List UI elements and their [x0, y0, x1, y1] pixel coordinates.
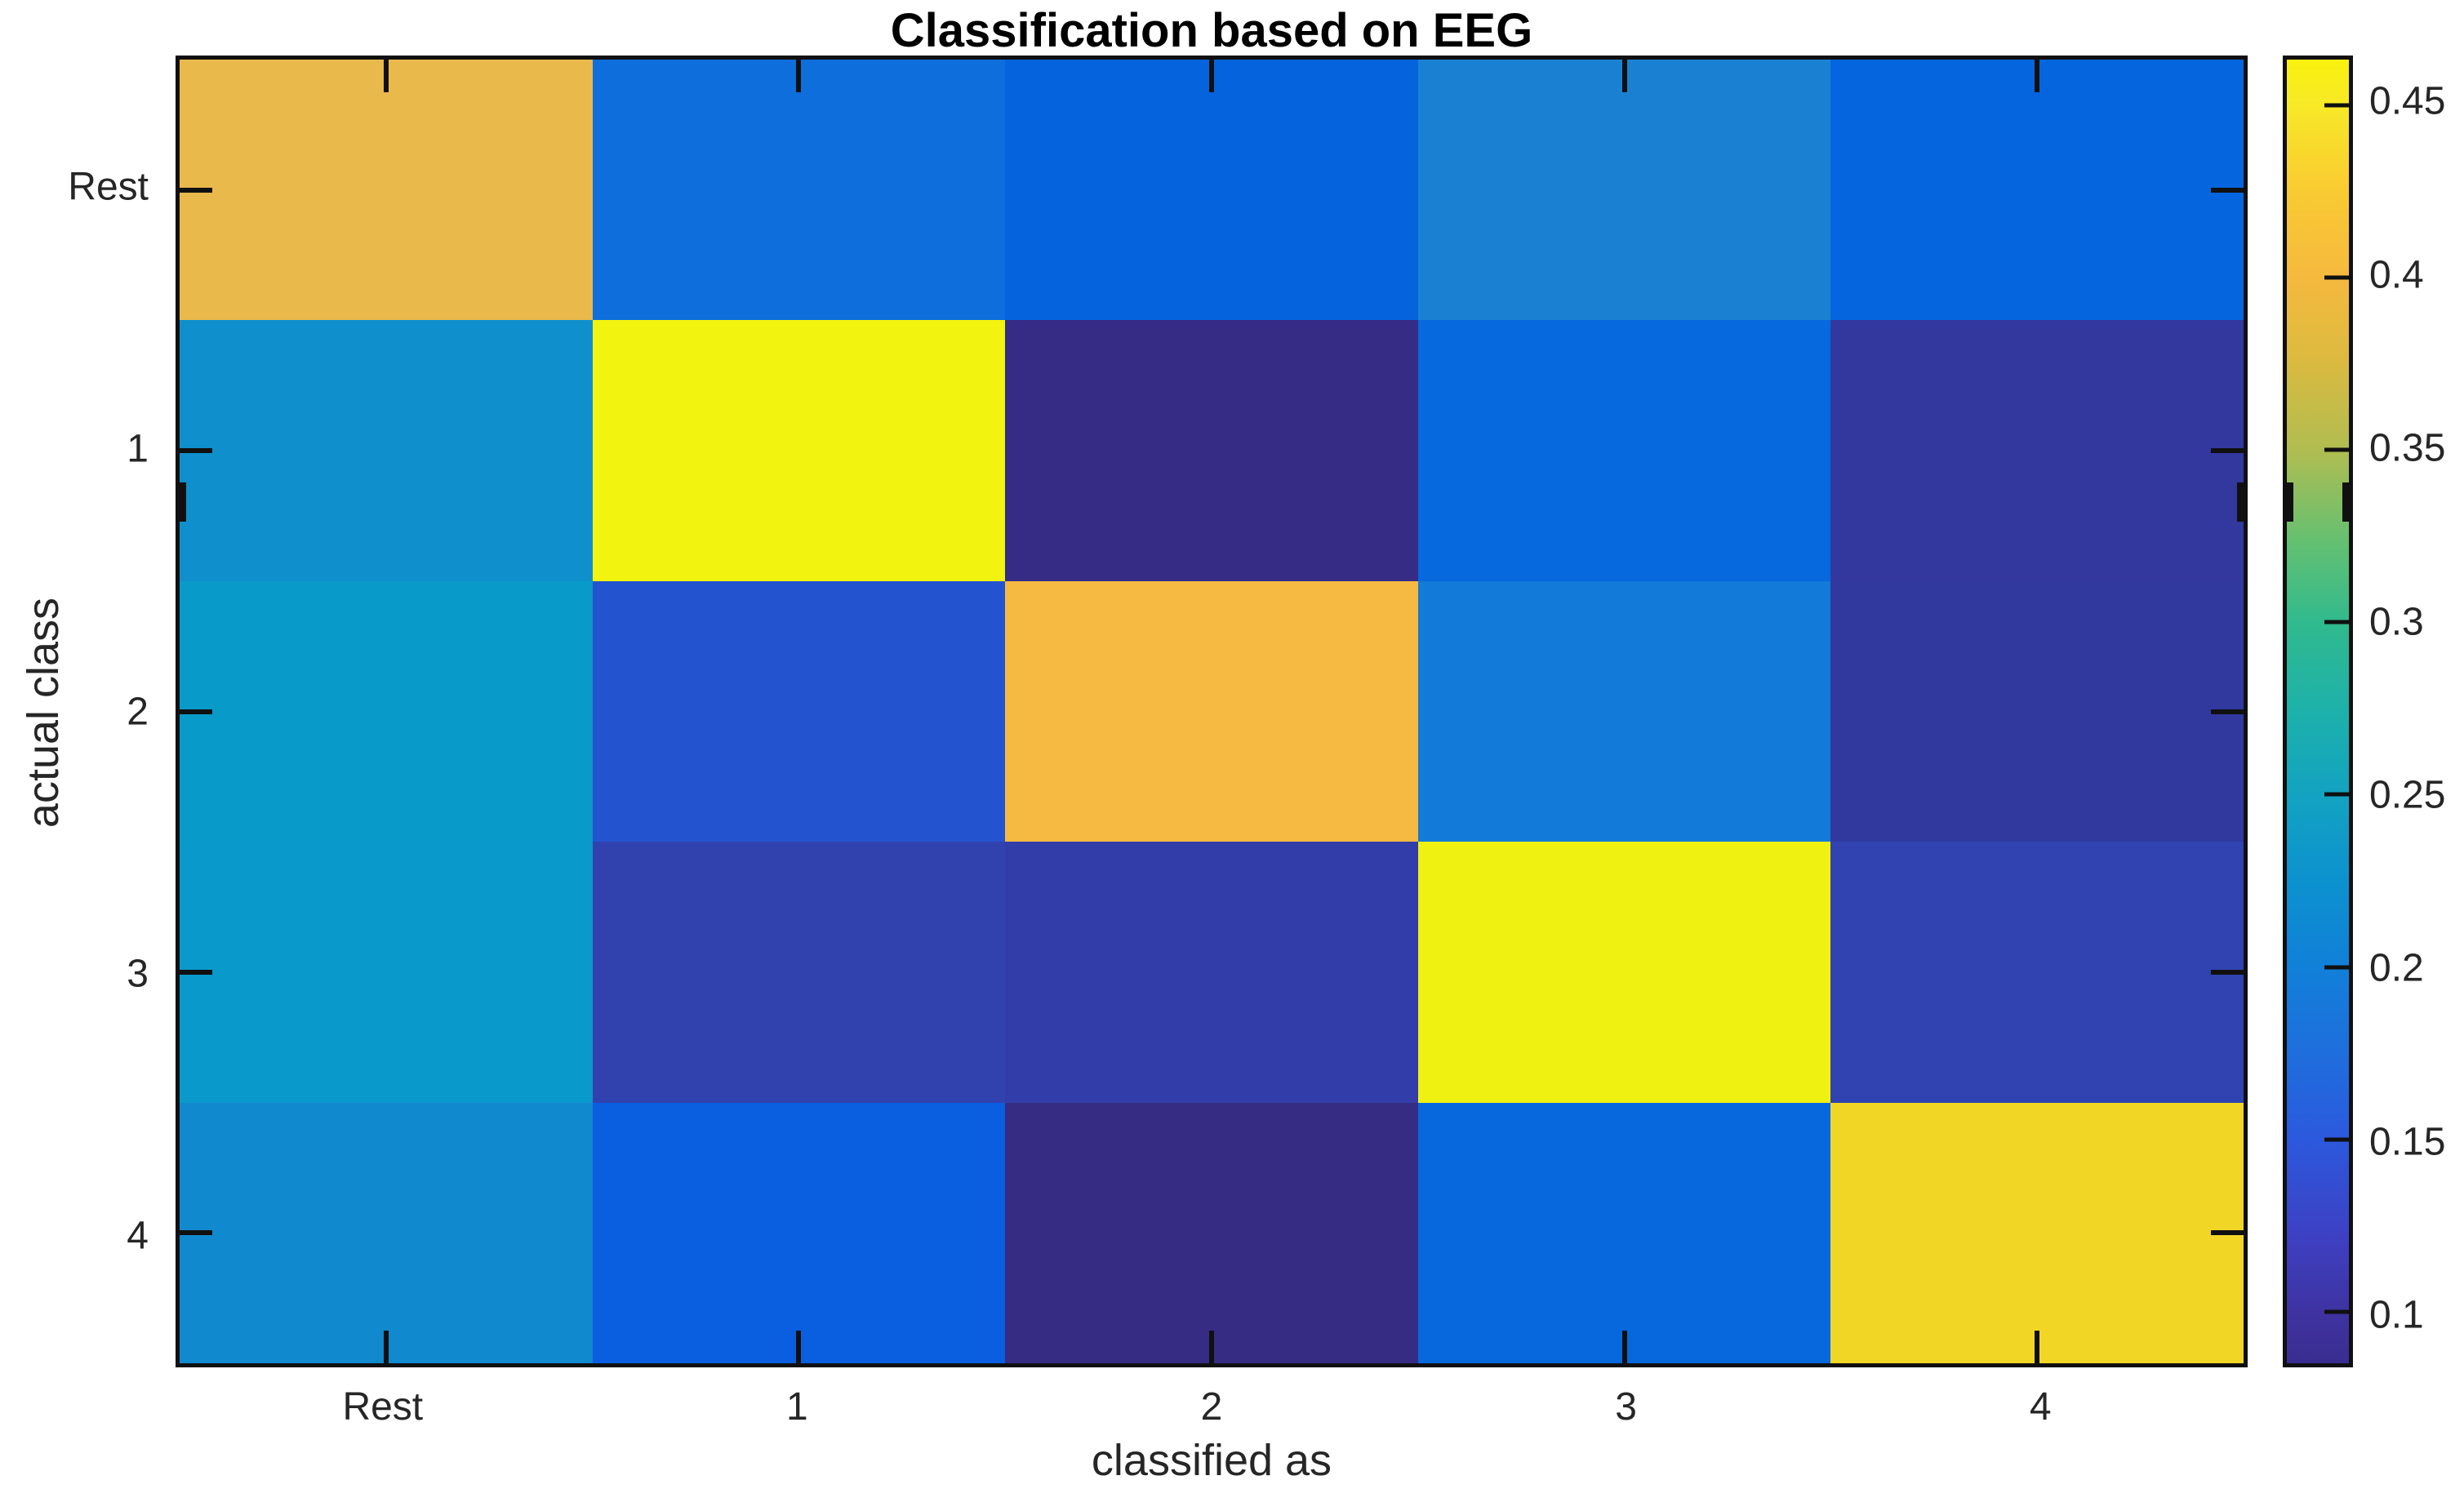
- colorbar-tick-mark: [2324, 1309, 2349, 1314]
- tick-mark: [180, 448, 212, 454]
- tick-mark: [2211, 969, 2244, 975]
- chart-title: Classification based on EEG: [890, 4, 1533, 57]
- matrix-cell: [592, 60, 1006, 321]
- tick-mark: [180, 187, 212, 193]
- colorbar-tick-mark: [2324, 792, 2349, 797]
- heatmap-cells: [180, 60, 2244, 1363]
- y-tick-label: 4: [127, 1214, 149, 1258]
- colorbar-tick-labels: 0.45 0.4 0.35 0.3 0.25 0.2 0.15 0.1: [2369, 56, 2464, 1367]
- y-tick-label: 3: [127, 952, 149, 996]
- matrix-cell: [1417, 580, 1831, 842]
- colorbar-tick-label: 0.45: [2369, 79, 2446, 123]
- tick-mark: [796, 60, 802, 92]
- colorbar-tick-label: 0.35: [2369, 426, 2446, 470]
- tick-mark: [180, 1230, 212, 1236]
- matrix-cell: [1830, 842, 2244, 1103]
- colorbar-tick-label: 0.15: [2369, 1120, 2446, 1164]
- y-tick-label: Rest: [68, 165, 149, 209]
- colorbar-tick-label: 0.2: [2369, 946, 2424, 990]
- y-tick-label: 1: [127, 427, 149, 471]
- matrix-cell: [180, 842, 593, 1103]
- x-axis-tick-labels: Rest 1 2 3 4: [176, 1385, 2248, 1433]
- matrix-cell: [592, 580, 1006, 842]
- x-tick-label: 1: [786, 1385, 808, 1429]
- y-tick-label: 2: [127, 690, 149, 733]
- stray-mark-left-axis: [180, 482, 186, 522]
- y-axis-label: actual class: [19, 597, 68, 829]
- tick-mark: [796, 1331, 802, 1363]
- stray-mark-colorbar-left: [2287, 482, 2293, 522]
- matrix-cell: [1417, 842, 1831, 1103]
- heatmap-plot-area: [176, 56, 2248, 1367]
- colorbar-tick-mark: [2324, 965, 2349, 970]
- tick-mark: [1621, 60, 1627, 92]
- matrix-cell: [1005, 320, 1418, 581]
- tick-mark: [2211, 709, 2244, 714]
- matrix-cell: [1005, 842, 1418, 1103]
- colorbar-gradient: [2287, 60, 2349, 1363]
- colorbar-tick-mark: [2324, 447, 2349, 452]
- matrix-cell: [592, 1102, 1006, 1363]
- tick-mark: [180, 969, 212, 975]
- matrix-cell: [1417, 60, 1831, 321]
- colorbar-tick-label: 0.3: [2369, 600, 2424, 644]
- x-tick-label: 2: [1200, 1385, 1223, 1429]
- tick-mark: [383, 60, 389, 92]
- matrix-cell: [180, 1102, 593, 1363]
- colorbar-tick-mark: [2324, 103, 2349, 108]
- tick-mark: [383, 1331, 389, 1363]
- matrix-cell: [180, 60, 593, 321]
- tick-mark: [2035, 1331, 2040, 1363]
- colorbar-tick-mark: [2324, 620, 2349, 624]
- tick-mark: [1621, 1331, 1627, 1363]
- colorbar-tick-mark: [2324, 275, 2349, 280]
- colorbar-tick-label: 0.25: [2369, 773, 2446, 817]
- x-tick-label: 4: [2029, 1385, 2052, 1429]
- matrix-cell: [1830, 1102, 2244, 1363]
- matrix-cell: [1830, 60, 2244, 321]
- matrix-cell: [1417, 320, 1831, 581]
- stray-mark-colorbar-right: [2342, 482, 2349, 522]
- x-axis-label: classified as: [1091, 1436, 1332, 1485]
- matrix-cell: [1830, 580, 2244, 842]
- matrix-cell: [1417, 1102, 1831, 1363]
- colorbar: [2283, 56, 2353, 1367]
- tick-mark: [2211, 187, 2244, 193]
- x-tick-label: 3: [1615, 1385, 1637, 1429]
- tick-mark: [2211, 448, 2244, 454]
- matrix-cell: [1005, 60, 1418, 321]
- tick-mark: [180, 709, 212, 714]
- x-tick-label: Rest: [342, 1385, 424, 1429]
- tick-mark: [2211, 1230, 2244, 1236]
- y-axis-tick-labels: Rest 1 2 3 4: [0, 56, 160, 1367]
- matrix-cell: [1005, 580, 1418, 842]
- colorbar-tick-label: 0.4: [2369, 253, 2424, 297]
- stray-mark-right-axis: [2237, 482, 2244, 522]
- matrix-cell: [1005, 1102, 1418, 1363]
- matrix-cell: [592, 842, 1006, 1103]
- tick-mark: [2035, 60, 2040, 92]
- matrix-cell: [1830, 320, 2244, 581]
- colorbar-tick-mark: [2324, 1137, 2349, 1142]
- matrix-cell: [180, 320, 593, 581]
- tick-mark: [1209, 1331, 1214, 1363]
- colorbar-tick-label: 0.1: [2369, 1293, 2424, 1337]
- tick-mark: [1209, 60, 1214, 92]
- matrix-cell: [592, 320, 1006, 581]
- matrix-cell: [180, 580, 593, 842]
